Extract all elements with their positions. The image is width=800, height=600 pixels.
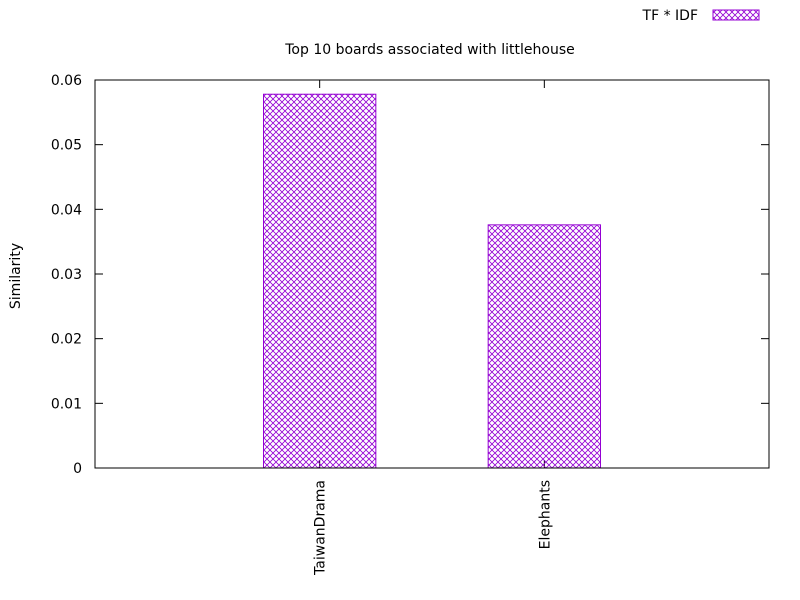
legend-swatch [712,9,760,21]
x-axis-ticks: TaiwanDrama Elephants [313,80,553,576]
legend-label: TF * IDF [642,8,698,24]
y-axis-label: Similarity [8,243,24,309]
y-tick-label: 0.05 [51,138,82,154]
bar-elephants [487,224,601,469]
legend: TF * IDF [642,8,760,24]
y-tick-label: 0.01 [51,396,82,412]
x-tick-label: Elephants [537,480,553,549]
y-tick-label: 0.04 [51,202,82,218]
y-axis-ticks: 0 0.01 0.02 0.03 0.04 0.05 0.06 [51,73,769,477]
y-tick-label: 0.03 [51,267,82,283]
y-tick-label: 0.06 [51,73,82,89]
bar-taiwandrama [263,93,377,469]
plot-frame [94,79,770,469]
chart-title: Top 10 boards associated with littlehous… [284,42,574,58]
y-tick-label: 0.02 [51,332,82,348]
bars [263,93,601,469]
y-tick-label: 0 [73,461,82,477]
x-tick-label: TaiwanDrama [313,480,329,576]
